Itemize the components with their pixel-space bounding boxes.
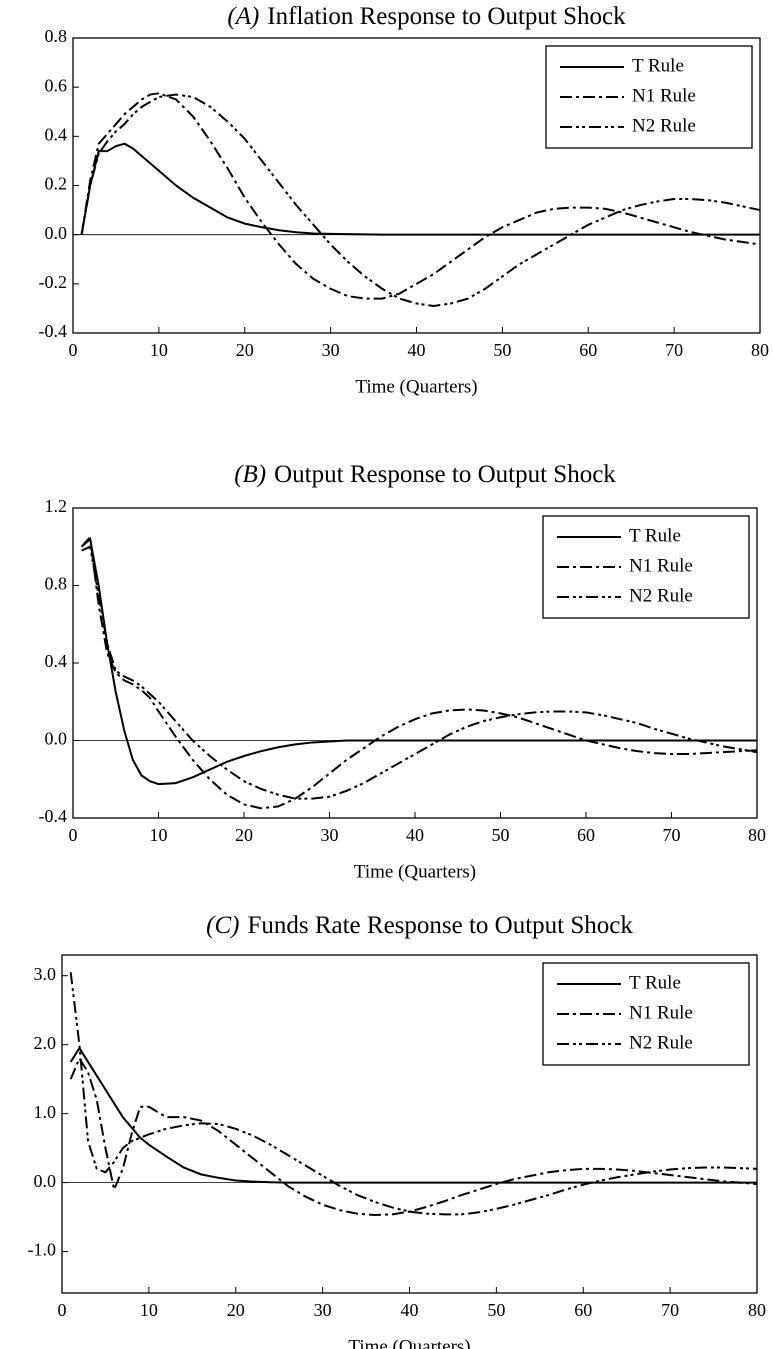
x-tick-label: 70 — [661, 1300, 679, 1320]
series-line — [80, 93, 761, 307]
y-tick-label: -1.0 — [28, 1240, 57, 1260]
x-tick-label: 80 — [748, 825, 766, 845]
legend-label: N1 Rule — [632, 85, 696, 106]
x-axis-label: Time (Quarters) — [348, 1336, 470, 1349]
x-tick-label: 40 — [406, 825, 424, 845]
y-tick-label: 0.8 — [45, 26, 68, 46]
legend: T Rule N1 Rule N2 Rule — [545, 45, 753, 149]
x-tick-label: 30 — [321, 825, 339, 845]
x-tick-label: 20 — [235, 825, 253, 845]
y-tick-label: 1.0 — [34, 1102, 57, 1122]
legend-label: N1 Rule — [629, 1002, 693, 1023]
y-tick-label: 0.2 — [45, 174, 68, 194]
chart-title: (B) Output Response to Output Shock — [234, 461, 616, 488]
x-tick-label: 80 — [748, 1300, 766, 1320]
x-tick-label: 60 — [574, 1300, 592, 1320]
series-line — [81, 545, 758, 800]
panel-label: (B) — [234, 461, 266, 488]
title-text: Inflation Response to Output Shock — [267, 3, 626, 30]
legend-box — [542, 515, 750, 619]
x-tick-label: 80 — [751, 340, 769, 360]
chart-panel: (B) Output Response to Output Shock -0.4 0.… — [39, 461, 767, 883]
legend-label: N2 Rule — [629, 585, 693, 606]
x-tick-label: 50 — [492, 825, 510, 845]
chart-panel: (A) Inflation Response to Output Shock -0.… — [39, 3, 770, 398]
x-tick-label: 10 — [150, 340, 168, 360]
x-tick-label: 0 — [69, 825, 78, 845]
series-line — [80, 142, 760, 236]
title-text: Funds Rate Response to Output Shock — [247, 912, 633, 939]
series-line — [80, 537, 757, 786]
series-line — [69, 1046, 757, 1184]
x-tick-label: 10 — [140, 1300, 158, 1320]
panel-label: (A) — [227, 3, 259, 30]
x-tick-label: 20 — [227, 1300, 245, 1320]
x-tick-label: 40 — [401, 1300, 419, 1320]
y-tick-label: 2.0 — [34, 1033, 57, 1053]
series-line — [69, 1056, 758, 1217]
series-line — [80, 534, 758, 810]
chart-title: (C) Funds Rate Response to Output Shock — [206, 912, 633, 939]
legend: T Rule N1 Rule N2 Rule — [542, 515, 750, 619]
panel-label: (C) — [206, 912, 239, 939]
y-tick-label: -0.2 — [39, 272, 68, 292]
legend-label: N2 Rule — [632, 115, 696, 136]
legend-label: T Rule — [632, 55, 684, 76]
y-tick-label: -0.4 — [39, 321, 68, 341]
x-tick-label: 30 — [314, 1300, 332, 1320]
x-tick-label: 20 — [236, 340, 254, 360]
x-tick-label: 70 — [665, 340, 683, 360]
x-tick-label: 70 — [663, 825, 681, 845]
legend-label: N1 Rule — [629, 555, 693, 576]
x-tick-label: 60 — [577, 825, 595, 845]
x-axis-label: Time (Quarters) — [355, 376, 477, 397]
y-tick-label: 0.0 — [45, 223, 68, 243]
series-line — [80, 92, 761, 300]
y-tick-label: 0.8 — [45, 574, 68, 594]
y-tick-label: 0.6 — [45, 75, 68, 95]
legend-label: T Rule — [629, 972, 681, 993]
x-tick-label: 10 — [150, 825, 168, 845]
x-tick-label: 0 — [69, 340, 78, 360]
title-text: Output Response to Output Shock — [274, 461, 616, 488]
chart-panel: (C) Funds Rate Response to Output Shock -1… — [28, 912, 767, 1349]
x-tick-label: 0 — [58, 1300, 67, 1320]
legend-box — [542, 962, 750, 1066]
x-tick-label: 30 — [322, 340, 340, 360]
legend-box — [545, 45, 753, 149]
legend-label: T Rule — [629, 525, 681, 546]
y-tick-label: 3.0 — [34, 964, 57, 984]
y-tick-label: 0.4 — [45, 124, 68, 144]
y-tick-label: 0.4 — [45, 651, 68, 671]
y-tick-label: 1.2 — [45, 496, 68, 516]
x-axis-label: Time (Quarters) — [354, 861, 476, 882]
legend-label: N2 Rule — [629, 1032, 693, 1053]
chart-title: (A) Inflation Response to Output Shock — [227, 3, 626, 30]
y-tick-label: -0.4 — [39, 806, 68, 826]
x-tick-label: 40 — [408, 340, 426, 360]
x-tick-label: 50 — [487, 1300, 505, 1320]
x-tick-label: 50 — [493, 340, 511, 360]
legend: T Rule N1 Rule N2 Rule — [542, 962, 750, 1066]
y-tick-label: 0.0 — [34, 1171, 57, 1191]
y-tick-label: 0.0 — [45, 729, 68, 749]
x-tick-label: 60 — [579, 340, 597, 360]
